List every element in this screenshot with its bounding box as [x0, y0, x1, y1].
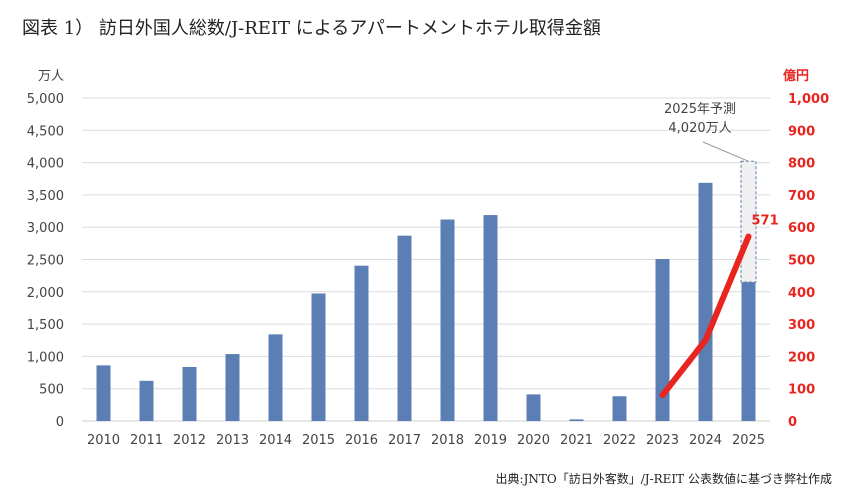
x-tick-label: 2023	[646, 433, 679, 448]
bar	[225, 354, 240, 421]
left-tick-label: 2,000	[27, 286, 64, 301]
bar	[96, 365, 111, 421]
left-tick-label: 5,000	[27, 92, 64, 107]
left-axis-label: 万人	[38, 69, 64, 84]
x-tick-label: 2024	[689, 433, 722, 448]
left-tick-label: 4,500	[27, 124, 64, 139]
x-tick-label: 2011	[130, 433, 163, 448]
left-tick-label: 1,500	[27, 318, 64, 333]
right-tick-label: 600	[788, 221, 815, 236]
forecast-annotation-value: 4,020万人	[668, 121, 731, 136]
x-tick-label: 2022	[603, 433, 636, 448]
x-tick-label: 2021	[560, 433, 593, 448]
bar	[311, 293, 326, 421]
x-tick-label: 2017	[388, 433, 421, 448]
left-tick-label: 2,500	[27, 254, 64, 269]
left-tick-label: 4,000	[27, 157, 64, 172]
line-data-label: 571	[752, 214, 779, 229]
chart-title: 図表 1） 訪日外国人総数/J-REIT によるアパートメントホテル取得金額	[22, 18, 601, 39]
bar	[440, 219, 455, 421]
right-tick-label: 100	[788, 383, 815, 398]
bar	[397, 235, 412, 421]
x-tick-label: 2016	[345, 433, 378, 448]
left-tick-label: 1,000	[27, 350, 64, 365]
x-tick-label: 2015	[302, 433, 335, 448]
x-tick-label: 2012	[173, 433, 206, 448]
right-tick-label: 700	[788, 189, 815, 204]
x-tick-label: 2010	[87, 433, 120, 448]
right-tick-label: 0	[788, 415, 797, 430]
bar	[526, 394, 541, 421]
right-tick-label: 900	[788, 124, 815, 139]
right-tick-label: 500	[788, 254, 815, 269]
x-tick-label: 2013	[216, 433, 249, 448]
bar	[612, 396, 627, 421]
left-tick-label: 3,000	[27, 221, 64, 236]
bar	[139, 380, 154, 421]
x-tick-label: 2025	[732, 433, 765, 448]
right-tick-label: 200	[788, 350, 815, 365]
right-tick-label: 1,000	[788, 92, 829, 107]
x-tick-label: 2019	[474, 433, 507, 448]
bar	[354, 265, 369, 421]
line-series	[659, 233, 752, 399]
bar	[698, 182, 713, 421]
left-tick-label: 500	[39, 383, 64, 398]
forecast-annotation: 2025年予測	[664, 102, 736, 117]
bar	[741, 282, 756, 421]
bar	[655, 259, 670, 421]
right-tick-label: 800	[788, 157, 815, 172]
left-tick-label: 0	[56, 415, 64, 430]
right-axis-label: 億円	[783, 68, 809, 84]
x-tick-label: 2020	[517, 433, 550, 448]
left-tick-label: 3,500	[27, 189, 64, 204]
x-tick-label: 2018	[431, 433, 464, 448]
callout-line	[702, 141, 749, 162]
bar	[483, 215, 498, 421]
x-tick-label: 2014	[259, 433, 292, 448]
right-tick-label: 400	[788, 286, 815, 301]
bar	[268, 334, 283, 421]
source-note: 出典:JNTO「訪日外客数」/J-REIT 公表数値に基づき弊社作成	[495, 472, 832, 486]
bar	[182, 366, 197, 421]
right-tick-label: 300	[788, 318, 815, 333]
bar	[569, 419, 584, 421]
